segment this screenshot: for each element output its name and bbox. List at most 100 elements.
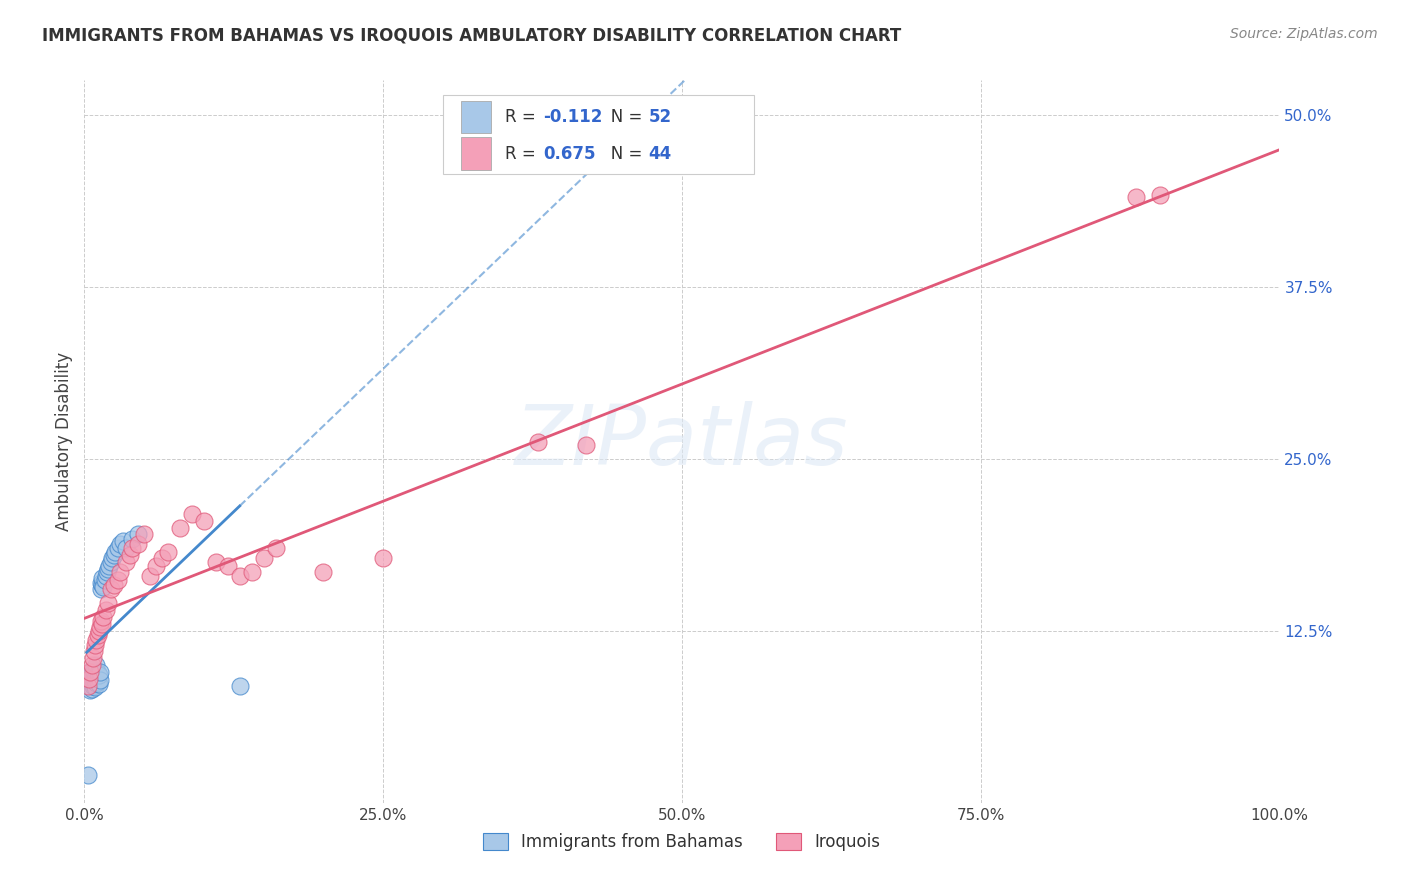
Point bbox=[115, 555, 138, 569]
Point bbox=[97, 596, 120, 610]
Point bbox=[157, 545, 180, 559]
Point bbox=[193, 514, 215, 528]
Point bbox=[110, 537, 132, 551]
Point bbox=[575, 438, 598, 452]
FancyBboxPatch shape bbox=[443, 95, 754, 174]
Point bbox=[121, 541, 143, 556]
Point bbox=[83, 664, 105, 678]
Point bbox=[89, 620, 111, 634]
Point bbox=[264, 541, 287, 556]
Text: 0.675: 0.675 bbox=[543, 145, 596, 162]
Point bbox=[86, 658, 108, 673]
Point bbox=[86, 676, 108, 690]
Point bbox=[82, 662, 104, 676]
Text: R =: R = bbox=[505, 108, 541, 126]
Point bbox=[111, 534, 134, 549]
Point bbox=[94, 603, 117, 617]
Point bbox=[94, 568, 117, 582]
Point bbox=[80, 658, 103, 673]
Point bbox=[82, 679, 104, 693]
Text: 52: 52 bbox=[648, 108, 672, 126]
Point bbox=[79, 682, 101, 697]
Text: N =: N = bbox=[595, 145, 647, 162]
Point bbox=[527, 435, 550, 450]
Legend: Immigrants from Bahamas, Iroquois: Immigrants from Bahamas, Iroquois bbox=[475, 825, 889, 860]
Text: R =: R = bbox=[505, 145, 541, 162]
Point bbox=[132, 527, 156, 541]
Point bbox=[89, 665, 111, 679]
Point bbox=[181, 507, 204, 521]
Point bbox=[229, 568, 252, 582]
Point bbox=[107, 541, 129, 556]
Point bbox=[100, 582, 122, 597]
Point bbox=[91, 616, 114, 631]
Point bbox=[83, 644, 105, 658]
Point bbox=[82, 672, 104, 686]
Point bbox=[93, 580, 115, 594]
Point bbox=[93, 610, 115, 624]
Point bbox=[82, 651, 104, 665]
Point bbox=[84, 672, 107, 686]
Point bbox=[101, 550, 124, 565]
Point bbox=[86, 669, 108, 683]
Point bbox=[90, 582, 112, 597]
Point bbox=[253, 550, 276, 565]
Point bbox=[83, 677, 105, 691]
Point bbox=[150, 550, 173, 565]
Point bbox=[118, 548, 141, 562]
Point bbox=[77, 669, 100, 683]
Point bbox=[97, 562, 120, 576]
Bar bbox=[461, 137, 491, 169]
Point bbox=[84, 638, 107, 652]
Point bbox=[205, 555, 228, 569]
Point bbox=[96, 565, 118, 579]
Point bbox=[77, 679, 100, 693]
Point bbox=[82, 668, 104, 682]
Text: Source: ZipAtlas.com: Source: ZipAtlas.com bbox=[1230, 27, 1378, 41]
Y-axis label: Ambulatory Disability: Ambulatory Disability bbox=[55, 352, 73, 531]
Point bbox=[90, 614, 112, 628]
Point bbox=[90, 575, 112, 590]
Point bbox=[373, 550, 395, 565]
Point bbox=[145, 559, 167, 574]
Point bbox=[91, 578, 114, 592]
Point bbox=[127, 527, 149, 541]
Point bbox=[84, 680, 107, 694]
Point bbox=[217, 559, 239, 574]
Bar bbox=[461, 101, 491, 133]
Point bbox=[89, 673, 111, 688]
Point bbox=[93, 573, 115, 587]
Text: -0.112: -0.112 bbox=[543, 108, 603, 126]
Point bbox=[98, 559, 121, 574]
Point bbox=[86, 664, 108, 678]
Point bbox=[87, 668, 110, 682]
Text: IMMIGRANTS FROM BAHAMAS VS IROQUOIS AMBULATORY DISABILITY CORRELATION CHART: IMMIGRANTS FROM BAHAMAS VS IROQUOIS AMBU… bbox=[42, 27, 901, 45]
Text: ZIPatlas: ZIPatlas bbox=[515, 401, 849, 482]
Point bbox=[77, 768, 100, 782]
Point bbox=[1125, 190, 1147, 204]
Point bbox=[86, 666, 108, 681]
Point bbox=[110, 565, 132, 579]
Point bbox=[77, 665, 100, 679]
Point bbox=[240, 565, 263, 579]
Point bbox=[169, 520, 191, 534]
Point bbox=[121, 532, 143, 546]
Point bbox=[100, 555, 122, 569]
Point bbox=[77, 679, 100, 693]
Point bbox=[103, 578, 125, 592]
Point bbox=[86, 628, 108, 642]
Point bbox=[312, 565, 335, 579]
Point bbox=[83, 671, 105, 685]
Point bbox=[79, 674, 101, 689]
Point bbox=[115, 541, 138, 556]
Point bbox=[80, 681, 103, 696]
Text: N =: N = bbox=[595, 108, 647, 126]
Point bbox=[87, 624, 110, 638]
Point bbox=[76, 672, 98, 686]
Point bbox=[79, 665, 101, 679]
Text: 44: 44 bbox=[648, 145, 672, 162]
Point bbox=[87, 677, 110, 691]
Point bbox=[107, 573, 129, 587]
Point bbox=[77, 674, 100, 689]
Point bbox=[103, 548, 125, 562]
